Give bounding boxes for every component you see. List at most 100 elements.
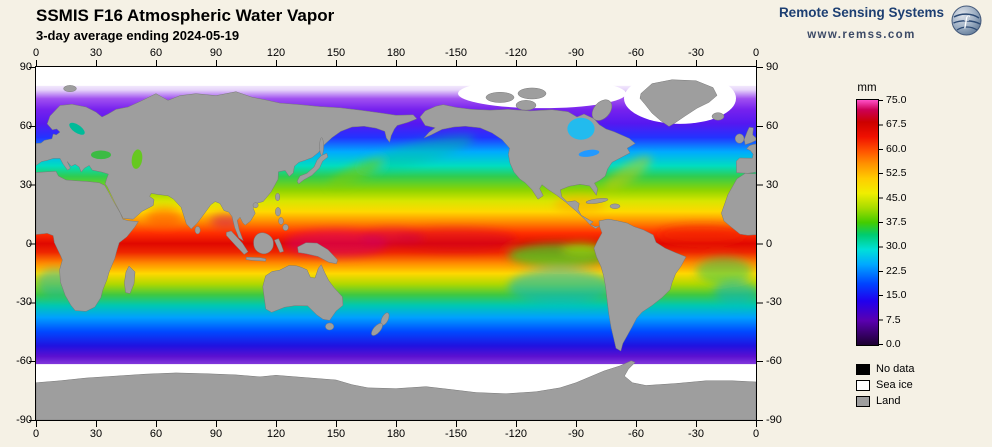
- axis-ticks-top: [36, 60, 757, 66]
- lat-tick-label: 90: [19, 61, 32, 73]
- lon-tick-label: 150: [326, 47, 346, 59]
- colorbar-tick-label: 0.0: [886, 338, 901, 350]
- axis-ticks-left: [29, 67, 35, 421]
- colorbar-tick-label: 7.5: [886, 313, 901, 326]
- inland-seas-layer: [69, 117, 600, 169]
- black-sea: [91, 150, 111, 160]
- great-lakes: [578, 149, 600, 157]
- hudson-bay: [567, 117, 595, 140]
- vapor-anomaly-blobs: [36, 134, 756, 305]
- svalbard: [63, 85, 77, 92]
- eurasia: [36, 91, 418, 242]
- lat-tick-label: 60: [766, 119, 779, 132]
- lon-tick-label: -150: [444, 428, 468, 440]
- arctic-island: [485, 92, 515, 103]
- victoria-island: [515, 100, 537, 111]
- legend-item-sea-ice: Sea ice: [856, 377, 915, 393]
- legend-label: Sea ice: [876, 379, 913, 391]
- brand-name: Remote Sensing Systems: [778, 5, 944, 20]
- baltic-sea: [69, 122, 85, 135]
- lon-tick-label: 180: [386, 47, 406, 59]
- lon-tick-label: 0: [32, 428, 40, 440]
- java: [245, 256, 267, 262]
- colorbar-tick-label: 52.5: [886, 167, 907, 180]
- philippines: [275, 207, 281, 217]
- colorbar-unit: mm: [857, 82, 877, 94]
- colorbar-tick-label: 22.5: [886, 264, 907, 277]
- colorbar-tick-label: 30.0: [886, 240, 907, 253]
- lat-tick-label: 30: [766, 178, 779, 191]
- west-africa-wrap: [721, 173, 756, 236]
- colorbar-ticks: [879, 100, 883, 345]
- lon-tick-label: 60: [149, 428, 163, 440]
- lon-axis-top: 0 30 60 90 120 150 180 -150 -120 -90 -60…: [32, 47, 759, 60]
- lon-tick-label: 30: [89, 47, 103, 59]
- caspian-sea: [131, 149, 143, 169]
- lat-tick-label: 90: [766, 61, 779, 73]
- lat-tick-label: 30: [19, 178, 32, 191]
- no-data-swatch: [856, 363, 870, 375]
- nz-south-island: [371, 323, 383, 336]
- legend-item-land: Land: [856, 393, 915, 409]
- lon-tick-label: 90: [209, 47, 223, 59]
- madagascar: [124, 265, 136, 294]
- japan: [296, 152, 329, 185]
- south-america: [593, 218, 687, 352]
- axis-ticks-bottom: [36, 421, 757, 427]
- brand-url-link[interactable]: www.remss.com: [807, 29, 916, 41]
- hainan: [252, 202, 259, 209]
- title-block: SSMIS F16 Atmospheric Water Vapor 3-day …: [36, 6, 334, 43]
- lon-tick-label: 180: [386, 428, 406, 440]
- map-plot[interactable]: [35, 66, 757, 421]
- lon-tick-label: -60: [628, 47, 644, 59]
- lat-tick-label: -60: [16, 355, 32, 368]
- lon-tick-label: -30: [688, 428, 704, 440]
- borneo: [253, 232, 274, 255]
- lon-tick-label: 150: [326, 428, 346, 440]
- axis-ticks-right: [757, 67, 763, 421]
- lat-tick-label: 0: [766, 237, 773, 250]
- colorbar-tick-label: 60.0: [886, 142, 907, 155]
- remss-globe-logo-icon: ƒ: [951, 5, 982, 41]
- colorbar-tick-label: 15.0: [886, 289, 907, 302]
- land-layer: [36, 79, 756, 420]
- page-subtitle: 3-day average ending 2024-05-19: [36, 28, 240, 43]
- iceland: [711, 112, 725, 121]
- lon-tick-label: -120: [504, 47, 528, 59]
- lon-tick-label: -60: [628, 428, 644, 440]
- taiwan: [275, 193, 281, 201]
- lon-tick-label: -120: [504, 428, 528, 440]
- lon-tick-label: -150: [444, 47, 468, 59]
- legend-item-no-data: No data: [856, 361, 915, 377]
- lon-tick-label: 120: [266, 428, 286, 440]
- lat-tick-label: -90: [16, 414, 32, 426]
- colorbar-labels: 75.0 67.5 60.0 52.5 45.0 37.5 30.0 22.5 …: [886, 94, 926, 350]
- iberia-france-wrap: [736, 143, 756, 174]
- lon-tick-label: 30: [89, 428, 103, 440]
- britain: [743, 127, 756, 145]
- baffin-island: [591, 99, 613, 121]
- philippines: [282, 224, 289, 231]
- lat-tick-label: 60: [19, 119, 32, 132]
- land-swatch: [856, 395, 870, 407]
- lon-tick-label: 90: [209, 428, 223, 440]
- lat-tick-label: -60: [766, 355, 782, 368]
- lon-tick-label: -90: [568, 47, 584, 59]
- colorbar: [856, 99, 879, 346]
- lon-tick-label: 120: [266, 47, 286, 59]
- legend-label: Land: [876, 395, 901, 407]
- sri-lanka: [194, 226, 201, 235]
- lat-tick-label: -90: [766, 414, 782, 426]
- lat-axis-left: 90 60 30 0 -30 -60 -90: [6, 61, 32, 426]
- branding: Remote Sensing Systems www.remss.com ƒ: [779, 5, 982, 41]
- ireland: [734, 133, 745, 144]
- colorbar-tick-label: 45.0: [886, 191, 907, 204]
- lon-tick-label: 0: [32, 47, 40, 59]
- sakhalin: [319, 137, 324, 156]
- arctic-island: [517, 87, 547, 100]
- colorbar-tick-label: 37.5: [886, 216, 907, 228]
- sumatra: [226, 230, 249, 255]
- greenland: [639, 79, 718, 127]
- lon-tick-label: -90: [568, 428, 584, 440]
